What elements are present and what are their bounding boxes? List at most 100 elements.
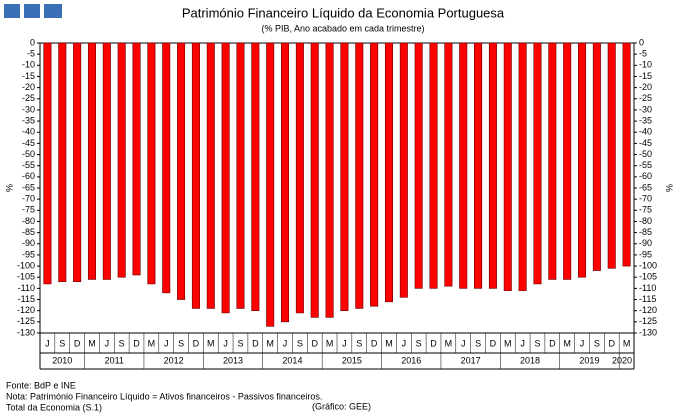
y2-tick-label: -105: [639, 272, 657, 282]
x-tick-label: J: [45, 338, 50, 348]
bar: [488, 42, 497, 289]
y-tick-label: -5: [27, 49, 35, 59]
bar: [414, 42, 423, 289]
y2-tick-label: -85: [639, 227, 652, 237]
bar: [132, 42, 141, 276]
note: Nota: Património Financeiro Líquido = At…: [6, 391, 322, 401]
bar: [162, 42, 171, 294]
y-tick-label: -40: [22, 127, 35, 137]
year-label: 2011: [105, 355, 124, 365]
year-label: 2019: [579, 355, 599, 365]
y-axis-label: %: [4, 184, 14, 192]
bar: [503, 42, 512, 291]
y2-axis-label: %: [664, 184, 674, 192]
y2-tick-label: -30: [639, 104, 652, 114]
bar: [399, 42, 408, 298]
y2-tick-label: -55: [639, 160, 652, 170]
bar: [622, 42, 631, 267]
y2-tick-label: -10: [639, 60, 652, 70]
y-tick-label: -60: [22, 171, 35, 181]
x-tick-label: J: [402, 338, 407, 348]
x-tick-label: D: [193, 338, 200, 348]
bar: [474, 42, 483, 289]
y2-tick-label: -50: [639, 149, 652, 159]
y-tick-label: -90: [22, 238, 35, 248]
bar: [563, 42, 572, 280]
y-tick-label: -100: [17, 260, 35, 270]
x-tick-label: J: [520, 338, 525, 348]
y2-tick-label: -95: [639, 249, 652, 259]
bar: [384, 42, 393, 303]
y-tick-label: -75: [22, 205, 35, 215]
bar: [266, 42, 275, 327]
x-tick-label: J: [105, 338, 110, 348]
y-tick-label: -110: [18, 283, 35, 293]
x-tick-label: J: [283, 338, 288, 348]
x-tick-label: S: [237, 338, 243, 348]
bar: [147, 42, 156, 285]
x-tick-label: D: [74, 338, 81, 348]
chart-subtitle: (% PIB, Ano acabado em cada trimestre): [261, 23, 424, 33]
y-tick-label: -115: [18, 294, 35, 304]
bar: [518, 42, 527, 291]
y-tick-label: -45: [22, 138, 35, 148]
bar: [533, 42, 542, 285]
bar: [58, 42, 67, 282]
y2-tick-label: -100: [639, 260, 657, 270]
bar: [578, 42, 587, 278]
bar: [221, 42, 230, 314]
y-tick-label: 0: [30, 37, 35, 47]
bar: [177, 42, 186, 300]
x-tick-label: J: [580, 338, 585, 348]
year-label: 2020: [612, 355, 632, 365]
bar: [444, 42, 453, 287]
bar: [340, 42, 349, 311]
x-tick-label: D: [133, 338, 140, 348]
x-tick-label: M: [385, 338, 393, 348]
bar: [310, 42, 319, 318]
x-tick-label: S: [534, 338, 540, 348]
x-tick-label: J: [461, 338, 466, 348]
x-tick-label: D: [490, 338, 497, 348]
y-tick-label: -80: [22, 216, 35, 226]
logo-block: [24, 4, 40, 18]
year-label: 2017: [461, 355, 481, 365]
x-tick-label: M: [326, 338, 334, 348]
x-tick-label: D: [371, 338, 378, 348]
year-label: 2018: [520, 355, 540, 365]
bar: [236, 42, 245, 309]
year-label: 2016: [401, 355, 421, 365]
bar: [87, 42, 96, 280]
x-tick-label: M: [88, 338, 96, 348]
y2-tick-label: -130: [639, 327, 657, 337]
bar: [73, 42, 82, 282]
y-tick-label: -35: [22, 115, 35, 125]
bar: [459, 42, 468, 289]
y-tick-label: -125: [17, 316, 35, 326]
y-tick-label: -25: [22, 93, 35, 103]
bar: [370, 42, 379, 307]
chart-title: Património Financeiro Líquido da Economi…: [182, 5, 505, 20]
bar: [206, 42, 215, 309]
bar: [548, 42, 557, 280]
x-tick-label: M: [266, 338, 274, 348]
x-tick-label: S: [119, 338, 125, 348]
y2-tick-label: -20: [639, 82, 652, 92]
x-tick-label: J: [164, 338, 169, 348]
logo-block: [44, 4, 62, 18]
x-tick-label: S: [297, 338, 303, 348]
y-tick-label: -70: [22, 194, 35, 204]
y2-tick-label: -120: [639, 305, 657, 315]
bar: [281, 42, 290, 323]
y2-tick-label: -65: [639, 182, 652, 192]
x-tick-label: J: [223, 338, 228, 348]
x-tick-label: D: [608, 338, 615, 348]
y2-tick-label: -5: [639, 49, 647, 59]
y2-tick-label: -15: [639, 71, 652, 81]
y2-tick-label: -35: [639, 115, 652, 125]
y-tick-label: -65: [22, 182, 35, 192]
y2-tick-label: -25: [639, 93, 652, 103]
bar: [117, 42, 126, 278]
y2-tick-label: -110: [639, 283, 656, 293]
y-tick-label: -30: [22, 104, 35, 114]
